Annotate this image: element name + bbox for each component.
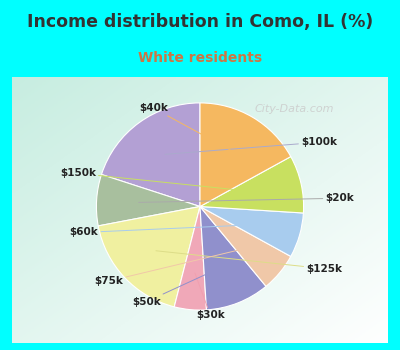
Text: $150k: $150k	[60, 168, 260, 192]
Text: City-Data.com: City-Data.com	[254, 104, 334, 114]
Wedge shape	[174, 206, 206, 310]
Wedge shape	[200, 206, 266, 310]
Text: $30k: $30k	[195, 273, 225, 320]
Wedge shape	[200, 156, 304, 213]
Text: $40k: $40k	[139, 103, 230, 150]
Wedge shape	[96, 175, 200, 226]
Wedge shape	[200, 206, 303, 257]
Text: $60k: $60k	[70, 225, 259, 237]
Text: $75k: $75k	[94, 248, 247, 286]
Wedge shape	[200, 103, 291, 206]
Wedge shape	[102, 103, 200, 206]
Text: Income distribution in Como, IL (%): Income distribution in Como, IL (%)	[27, 13, 373, 30]
Text: $20k: $20k	[139, 193, 354, 203]
Text: $50k: $50k	[132, 267, 221, 307]
Text: $100k: $100k	[165, 137, 337, 154]
Text: $125k: $125k	[156, 251, 342, 274]
Wedge shape	[98, 206, 200, 307]
Text: White residents: White residents	[138, 51, 262, 65]
Wedge shape	[200, 206, 291, 286]
